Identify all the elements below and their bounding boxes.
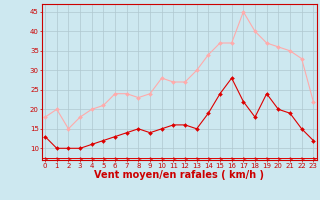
X-axis label: Vent moyen/en rafales ( km/h ): Vent moyen/en rafales ( km/h ): [94, 170, 264, 180]
